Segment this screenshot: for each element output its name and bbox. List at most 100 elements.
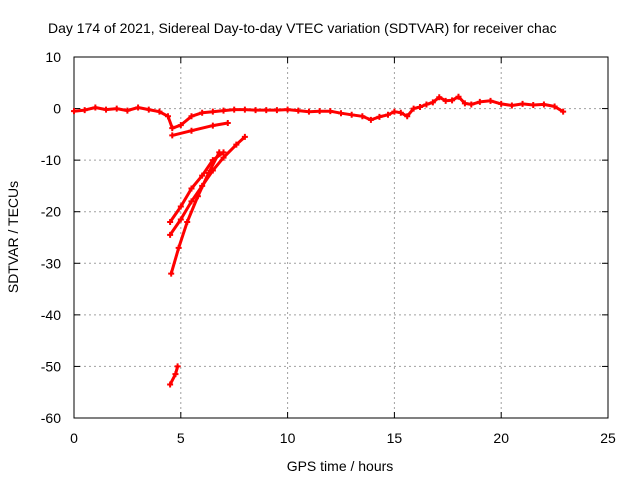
x-tick-label: 0 xyxy=(70,430,78,446)
data-point xyxy=(167,219,174,226)
data-point xyxy=(164,113,171,120)
data-point xyxy=(476,98,483,105)
data-point xyxy=(487,97,494,104)
data-point xyxy=(252,107,259,114)
data-point xyxy=(188,113,195,120)
data-point xyxy=(376,113,383,120)
data-point xyxy=(241,133,248,140)
data-series xyxy=(71,93,567,388)
data-point xyxy=(175,244,182,251)
data-point xyxy=(184,219,191,226)
y-tick-label: -60 xyxy=(41,410,61,426)
chart-title: Day 174 of 2021, Sidereal Day-to-day VTE… xyxy=(48,20,557,36)
x-axis-label: GPS time / hours xyxy=(287,458,394,474)
data-point xyxy=(167,231,174,238)
data-point xyxy=(172,371,179,378)
data-point xyxy=(199,172,206,179)
data-point xyxy=(224,120,231,127)
data-point xyxy=(367,116,374,123)
data-point xyxy=(177,203,184,210)
data-point xyxy=(174,363,181,370)
data-point xyxy=(348,111,355,118)
x-tick-label: 10 xyxy=(280,430,296,446)
y-tick-label: -50 xyxy=(41,358,61,374)
data-point xyxy=(338,110,344,117)
data-point xyxy=(209,122,216,129)
y-axis-label: SDTVAR / TECUs xyxy=(5,181,21,293)
data-point xyxy=(199,109,206,116)
data-point xyxy=(145,106,152,113)
data-point xyxy=(177,216,184,223)
y-tick-label: -30 xyxy=(41,255,61,271)
series-4 xyxy=(168,149,223,277)
data-point xyxy=(81,107,88,114)
data-point xyxy=(551,103,558,110)
series-0 xyxy=(71,93,567,132)
series-line xyxy=(169,150,221,276)
data-point xyxy=(169,132,176,139)
data-point xyxy=(461,100,468,107)
data-point xyxy=(220,107,227,114)
data-point xyxy=(397,109,404,116)
series-line xyxy=(170,121,230,137)
data-point xyxy=(284,106,291,113)
data-point xyxy=(156,108,163,115)
data-point xyxy=(540,101,547,108)
series-3 xyxy=(167,133,248,238)
data-point xyxy=(327,108,334,115)
data-point xyxy=(103,106,110,113)
data-point xyxy=(177,122,184,129)
series-1 xyxy=(169,120,231,139)
data-point xyxy=(205,170,212,177)
x-tick-label: 15 xyxy=(387,430,403,446)
y-tick-label: -40 xyxy=(41,307,61,323)
data-point xyxy=(209,108,216,115)
data-point xyxy=(233,141,240,148)
data-point xyxy=(194,193,201,200)
y-tick-label: 0 xyxy=(53,101,61,117)
data-point xyxy=(188,127,195,134)
plot-frame xyxy=(73,56,609,419)
data-point xyxy=(241,106,248,113)
data-point xyxy=(436,94,443,101)
x-tick-label: 20 xyxy=(493,430,509,446)
data-point xyxy=(316,108,323,115)
data-point xyxy=(263,107,270,114)
data-point xyxy=(410,105,417,112)
x-tick-labels: 0 5 10 15 20 25 xyxy=(70,430,616,446)
data-point xyxy=(530,101,537,108)
grid-lines xyxy=(74,57,608,418)
y-tick-labels: 10 0 -10 -20 -30 -40 -50 -60 xyxy=(41,49,61,426)
data-point xyxy=(220,154,227,161)
series-5 xyxy=(167,363,181,388)
data-point xyxy=(188,198,195,205)
data-point xyxy=(508,102,515,109)
data-point xyxy=(359,113,366,120)
y-tick-label: -20 xyxy=(41,204,61,220)
data-point xyxy=(423,101,430,108)
axis-ticks xyxy=(73,56,609,419)
data-point xyxy=(468,101,475,108)
data-point xyxy=(168,270,175,277)
y-tick-label: 10 xyxy=(45,49,61,65)
x-tick-label: 25 xyxy=(600,430,616,446)
data-point xyxy=(71,108,77,115)
data-point xyxy=(92,104,99,111)
series-2 xyxy=(167,149,227,226)
data-point xyxy=(124,107,131,114)
x-tick-label: 5 xyxy=(177,430,185,446)
data-point xyxy=(113,105,120,112)
data-point xyxy=(167,381,174,388)
series-line xyxy=(168,364,180,386)
data-point xyxy=(305,108,312,115)
data-point xyxy=(391,108,398,115)
data-point xyxy=(417,104,424,111)
data-point xyxy=(519,100,526,107)
data-point xyxy=(429,99,436,106)
y-tick-label: -10 xyxy=(41,152,61,168)
data-point xyxy=(404,113,411,120)
data-point xyxy=(442,97,449,104)
data-point xyxy=(498,100,505,107)
data-point xyxy=(384,111,391,118)
